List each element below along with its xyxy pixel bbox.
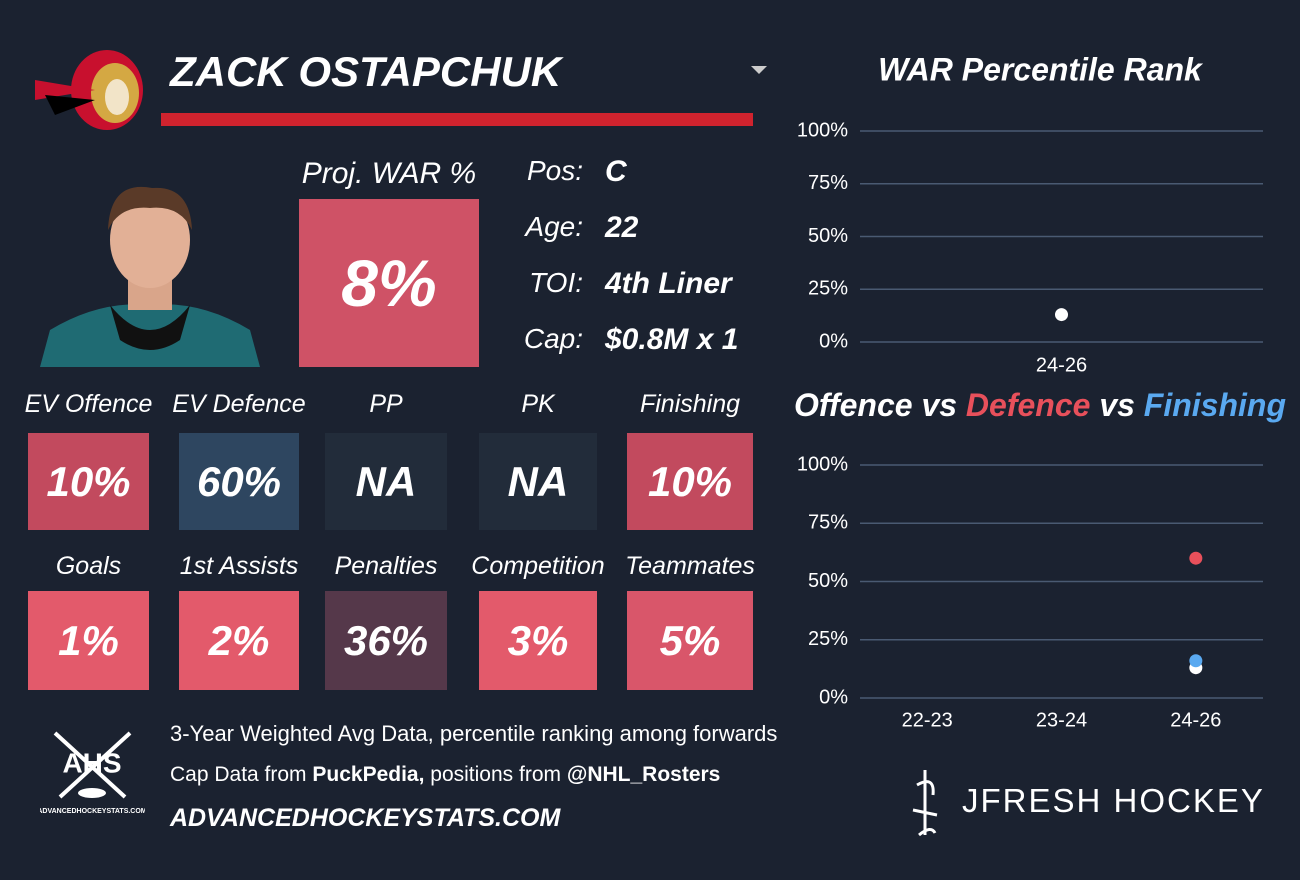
- name-underline: [161, 113, 753, 126]
- footer-link: @NHL_Rosters: [566, 763, 721, 786]
- chart-title: Offence vs Defence vs Finishing: [794, 387, 1286, 423]
- footer-text: positions from: [424, 763, 567, 786]
- legend-entry: Offence: [794, 387, 913, 423]
- y-tick-label: 25%: [808, 628, 848, 650]
- brand-logo: [912, 770, 938, 837]
- x-tick-label: 23-24: [1036, 709, 1087, 731]
- legend-entry: Finishing: [1144, 387, 1286, 423]
- proj-value: 8%: [299, 199, 479, 367]
- tile-value: 36%: [325, 591, 447, 690]
- tile-label: EV Defence: [172, 390, 306, 418]
- x-tick-label: 24-26: [1036, 354, 1087, 376]
- info-label: Pos:: [526, 155, 583, 186]
- tile-value: 2%: [179, 591, 299, 690]
- proj-label: Proj. WAR %: [301, 157, 477, 190]
- tile-label: Penalties: [334, 552, 438, 580]
- x-tick-label: 22-23: [902, 709, 953, 731]
- y-tick-label: 75%: [808, 512, 848, 534]
- info-value: 22: [605, 211, 639, 244]
- y-tick-label: 100%: [797, 453, 848, 475]
- website: ADVANCEDHOCKEYSTATS.COM: [170, 804, 561, 832]
- tile-label: 1st Assists: [179, 552, 299, 580]
- dropdown[interactable]: [750, 64, 768, 76]
- tile-value: 5%: [627, 591, 753, 690]
- y-tick-label: 100%: [797, 119, 848, 141]
- tile-label: Goals: [55, 552, 122, 580]
- tile-label: Teammates: [625, 552, 755, 580]
- y-tick-label: 75%: [808, 172, 848, 194]
- point: [1055, 308, 1068, 322]
- footer-text: Cap Data from: [170, 763, 313, 786]
- tile-value: NA: [325, 433, 447, 530]
- tile-label: EV Offence: [24, 390, 153, 418]
- info-label: TOI:: [529, 267, 583, 298]
- info-value: 4th Liner: [605, 267, 732, 300]
- brand: JFRESH HOCKEY: [962, 782, 1265, 819]
- title-separator: vs: [1090, 387, 1143, 423]
- tile-value: 3%: [479, 591, 597, 690]
- tile-value: 10%: [627, 433, 753, 530]
- info-label: Cap:: [523, 323, 583, 354]
- y-tick-label: 0%: [819, 330, 848, 352]
- y-tick-label: 25%: [808, 278, 848, 300]
- player-photo: [40, 186, 260, 367]
- tile-value: 1%: [28, 591, 149, 690]
- footer-line1: 3-Year Weighted Avg Data, percentile ran…: [170, 721, 778, 746]
- legend-entry: Defence: [966, 387, 1091, 423]
- tile-label: Finishing: [639, 390, 741, 418]
- y-tick-label: 0%: [819, 686, 848, 708]
- ahs-logo-subtext: ADVANCEDHOCKEYSTATS.COM: [40, 808, 145, 815]
- tile-value: 60%: [179, 433, 299, 530]
- info-value: $0.8M x 1: [605, 323, 739, 356]
- tile-label: PK: [521, 390, 555, 418]
- point: [1189, 654, 1203, 668]
- chart-title: WAR Percentile Rank: [878, 51, 1204, 87]
- title-separator: vs: [913, 387, 966, 423]
- footer-line2: Cap Data from PuckPedia, positions from …: [170, 763, 720, 787]
- point: [1189, 551, 1203, 565]
- tile-value: NA: [479, 433, 597, 530]
- tile-label: Competition: [471, 552, 605, 580]
- tile-value: 10%: [28, 433, 149, 530]
- ahs-logo: AHS ADVANCEDHOCKEYSTATS.COM: [40, 731, 145, 815]
- ahs-logo-text: AHS: [62, 747, 121, 778]
- footer-link: PuckPedia,: [312, 763, 425, 786]
- y-tick-label: 50%: [808, 225, 848, 247]
- x-tick-label: 24-26: [1170, 709, 1221, 731]
- info-label: Age:: [525, 211, 583, 242]
- player-name: ZACK OSTAPCHUK: [170, 48, 562, 95]
- team-logo: [35, 50, 143, 130]
- info-value: C: [605, 155, 627, 188]
- y-tick-label: 50%: [808, 570, 848, 592]
- tile-label: PP: [369, 390, 403, 418]
